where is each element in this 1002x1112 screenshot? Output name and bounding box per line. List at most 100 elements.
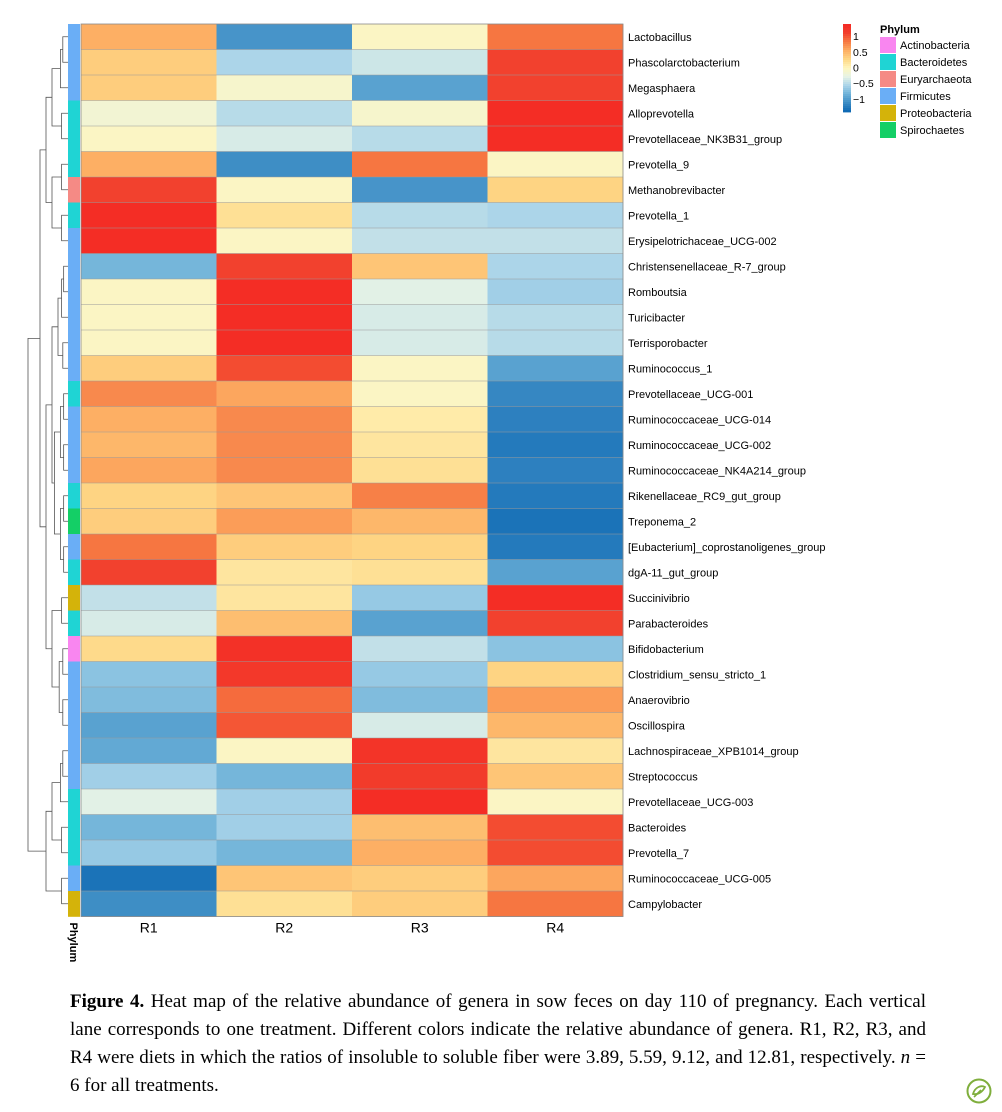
phylum-bar-cell	[68, 355, 80, 382]
dendrogram-branch	[58, 661, 63, 713]
heatmap-cell	[352, 100, 488, 127]
heatmap-cell	[487, 330, 624, 356]
dendrogram-branch	[39, 149, 46, 528]
row-label: Methanobrevibacter	[628, 185, 726, 197]
heatmap-cell	[487, 75, 624, 101]
colorbar-segment	[843, 72, 851, 75]
heatmap-cell	[216, 330, 353, 356]
colorbar-segment	[843, 102, 851, 105]
phylum-bar-cell	[68, 228, 80, 254]
phylum-bar-cell	[68, 534, 80, 560]
column-label: R4	[546, 920, 564, 936]
phylum-bar-cell	[68, 151, 80, 178]
heatmap-cell	[487, 585, 624, 611]
figure-caption: Figure 4. Heat map of the relative abund…	[70, 988, 926, 1100]
colorbar-segment	[843, 84, 851, 87]
phylum-bar-cell	[68, 483, 80, 509]
row-label: Lactobacillus	[628, 32, 692, 44]
phylum-bar-cell	[68, 432, 80, 458]
colorbar-segment	[843, 52, 851, 55]
colorbar-segment	[843, 78, 851, 81]
phylum-legend-label: Actinobacteria	[900, 40, 971, 52]
phylum-bar-cell	[68, 738, 80, 764]
phylum-bar-cell	[68, 891, 80, 917]
colorbar-segment	[843, 30, 851, 33]
row-label: Treponema_2	[628, 516, 696, 528]
phylum-bar-cell	[68, 508, 80, 535]
heatmap-cells	[80, 23, 624, 917]
heatmap-cell	[352, 687, 488, 713]
heatmap-cell	[352, 75, 488, 101]
row-label: Prevotellaceae_NK3B31_group	[628, 134, 782, 146]
heatmap-cell	[487, 279, 624, 305]
dendrogram-branch	[61, 826, 68, 854]
heatmap-cell	[216, 279, 353, 305]
phylum-bar-cell	[68, 330, 80, 356]
colorbar-segment	[843, 98, 851, 101]
heatmap-cell	[81, 610, 217, 637]
dendrogram-branch	[60, 49, 68, 89]
heatmap-cell	[81, 330, 217, 356]
heatmap-cell	[487, 253, 624, 280]
heatmap-cell	[487, 508, 624, 535]
row-label: Prevotella_7	[628, 848, 689, 860]
heatmap-cell	[81, 457, 217, 484]
phylum-legend-swatch	[880, 37, 896, 53]
heatmap-cell	[352, 534, 488, 560]
heatmap-cell	[81, 891, 217, 917]
row-label: Prevotellaceae_UCG-003	[628, 797, 753, 809]
dendrogram-branch	[63, 393, 68, 420]
heatmap-cell	[81, 100, 217, 127]
colorbar-segment	[843, 68, 851, 71]
row-label: Erysipelotrichaceae_UCG-002	[628, 236, 777, 248]
heatmap-cell	[81, 814, 217, 841]
row-label: Ruminococcaceae_UCG-005	[628, 873, 771, 885]
heatmap-cell	[487, 534, 624, 560]
heatmap-cell	[81, 75, 217, 101]
dendrogram-branch	[45, 404, 52, 650]
heatmap-cell	[352, 840, 488, 866]
phylum-axis-label: Phylum	[67, 923, 79, 963]
dendrogram-branch	[51, 610, 62, 688]
colorbar-segment	[843, 94, 851, 97]
heatmap-cell	[81, 406, 217, 433]
heatmap-cell	[216, 432, 353, 458]
phylum-bar-cell	[68, 24, 80, 50]
colorbar-segment	[843, 110, 851, 113]
dendrogram-branch	[60, 406, 64, 458]
colorbar-tick-label: −1	[853, 94, 865, 106]
column-label: R1	[140, 920, 158, 936]
column-label: R2	[275, 920, 293, 936]
colorbar-segment	[843, 24, 851, 27]
heatmap-cell	[81, 508, 217, 535]
phylum-legend-label: Spirochaetes	[900, 125, 965, 137]
heatmap-cell	[81, 355, 217, 382]
heatmap-cell	[487, 636, 624, 662]
phylum-bar-cell	[68, 49, 80, 76]
heatmap-cell	[352, 789, 488, 815]
heatmap-cell	[81, 177, 217, 203]
heatmap-cell	[487, 865, 624, 892]
heatmap-cell	[216, 661, 353, 688]
phylum-legend-swatch	[880, 88, 896, 104]
phylum-bar-cell	[68, 559, 80, 586]
phylum-legend-swatch	[880, 54, 896, 70]
column-label: R3	[411, 920, 429, 936]
row-label: Prevotellaceae_UCG-001	[628, 389, 753, 401]
phylum-bar-cell	[68, 865, 80, 892]
heatmap-cell	[487, 304, 624, 331]
heatmap-cell	[487, 151, 624, 178]
colorbar-segment	[843, 62, 851, 65]
heatmap-cell	[216, 891, 353, 917]
heatmap-cell	[81, 865, 217, 892]
heatmap-cell	[352, 202, 488, 229]
dendrogram-branch	[27, 337, 46, 852]
heatmap-cell	[352, 508, 488, 535]
heatmap-cell	[352, 177, 488, 203]
heatmap-cell	[352, 559, 488, 586]
colorbar-segment	[843, 58, 851, 61]
phylum-bar-cell	[68, 610, 80, 637]
heatmap-cell	[81, 151, 217, 178]
heatmap-cell	[352, 151, 488, 178]
dendrogram-branch	[45, 96, 52, 203]
